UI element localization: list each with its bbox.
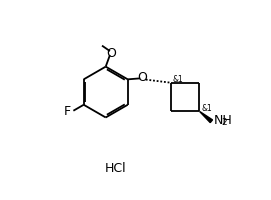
Text: 2: 2 xyxy=(222,118,227,127)
Text: O: O xyxy=(106,47,116,60)
Text: HCl: HCl xyxy=(105,162,127,175)
Text: O: O xyxy=(138,71,147,84)
Text: NH: NH xyxy=(214,114,233,127)
Polygon shape xyxy=(199,111,212,123)
Text: &1: &1 xyxy=(172,75,183,84)
Text: F: F xyxy=(64,105,71,118)
Text: &1: &1 xyxy=(201,104,212,113)
